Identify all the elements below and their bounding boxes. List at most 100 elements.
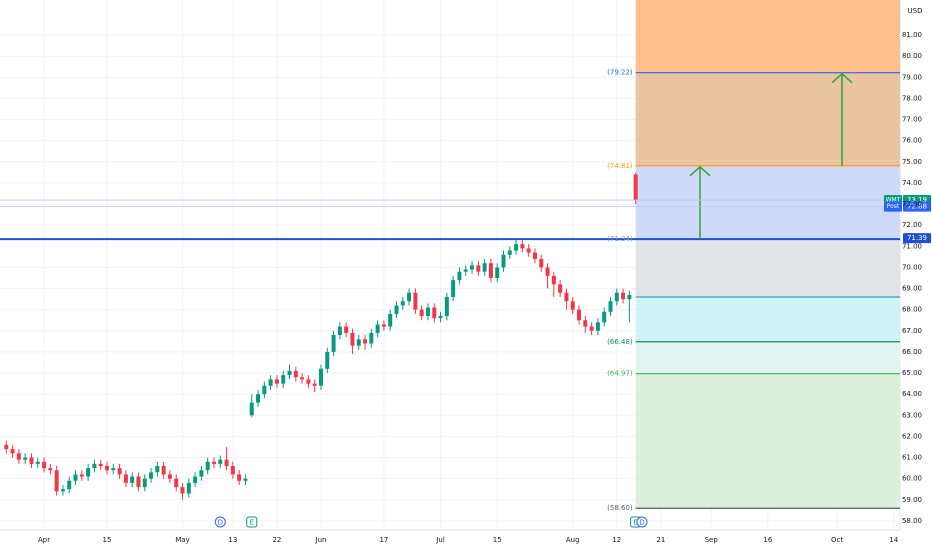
candle-body <box>425 307 430 317</box>
candle-body <box>287 370 292 376</box>
candle-body <box>306 379 311 384</box>
price-zone <box>635 341 900 374</box>
candle-body <box>142 478 147 488</box>
candle-body <box>356 339 361 346</box>
candle-body <box>325 351 330 369</box>
event-marker <box>636 516 648 528</box>
x-tick-label: Sep <box>705 536 719 544</box>
candle-body <box>432 307 437 319</box>
candle-body <box>104 465 109 471</box>
candle-body <box>318 368 323 386</box>
candle-body <box>67 480 72 490</box>
candle-body <box>174 478 179 488</box>
candle-body <box>438 316 443 319</box>
y-tick-label: 77.00 <box>902 116 922 124</box>
candle-body <box>526 248 531 253</box>
candle-body <box>193 476 198 483</box>
price-tag-value: 73.19 <box>907 196 927 204</box>
y-tick-label: 72.00 <box>902 221 922 229</box>
event-marker <box>246 516 258 528</box>
candle-body <box>73 474 78 481</box>
event-label: D <box>218 519 223 527</box>
candle-body <box>400 301 405 306</box>
event-label: E <box>633 519 637 527</box>
candle-body <box>111 468 116 471</box>
y-tick-label: 59.00 <box>902 496 922 504</box>
candle-body <box>16 453 21 460</box>
candle-body <box>281 375 286 384</box>
candle-body <box>602 311 607 323</box>
levels: (79.22) (74.81) (71.34) (66.48) (64.97) (58.6… <box>0 69 900 512</box>
candle-body <box>29 457 34 464</box>
y-tick-label: 80.00 <box>902 52 922 60</box>
candle-body <box>180 487 185 494</box>
candle-body <box>4 444 9 450</box>
candle-body <box>23 457 28 460</box>
candle-body <box>35 461 40 464</box>
candle-body <box>86 468 91 477</box>
price-tag-value: 72.88 <box>907 203 927 211</box>
candle-body <box>369 332 374 344</box>
level-label: (58.60) <box>607 504 633 512</box>
price-tag-box <box>903 233 931 244</box>
y-tick-label: 81.00 <box>902 31 922 39</box>
price-zone <box>635 239 900 298</box>
x-tick-label: Apr <box>38 536 50 544</box>
candle-body <box>627 294 632 300</box>
candle-body <box>218 459 223 464</box>
y-tick-label: 71.00 <box>902 242 922 250</box>
x-tick-label: 21 <box>656 536 665 544</box>
candle-body <box>539 258 544 268</box>
axes: 58.00 59.00 60.00 61.00 62.00 63.00 64.00 65.00… <box>38 31 922 544</box>
candle-body <box>344 326 349 333</box>
candle-body <box>98 463 103 466</box>
target-arrow <box>831 72 853 166</box>
candle-body <box>167 474 172 479</box>
candle-body <box>394 305 399 314</box>
x-tick-label: Jul <box>435 536 445 544</box>
candle-body <box>514 244 519 251</box>
price-tag-name: WMT <box>886 197 901 204</box>
candle-body <box>476 265 481 272</box>
candle-body <box>199 470 204 477</box>
price-tag-name: Post <box>887 203 900 210</box>
candle-body <box>256 394 261 403</box>
y-tick-label: 60.00 <box>902 475 922 483</box>
x-tick-label: 22 <box>272 536 281 544</box>
x-tick-label: 14 <box>889 536 898 544</box>
candle-body <box>312 383 317 386</box>
x-tick-label: Jun <box>315 536 327 544</box>
x-tick-label: Oct <box>831 536 843 544</box>
candle-body <box>621 292 626 300</box>
candle-body <box>186 482 191 494</box>
candle-body <box>482 263 487 272</box>
currency-label: USD <box>908 7 923 15</box>
level-label: (66.48) <box>607 338 633 346</box>
y-tick-label: 64.00 <box>902 390 922 398</box>
candle-body <box>10 449 15 454</box>
price-tag-box <box>903 201 931 212</box>
candle-body <box>495 267 500 278</box>
candle-body <box>451 280 456 298</box>
candle-body <box>149 472 154 479</box>
candle-body <box>419 309 424 317</box>
event-label: E <box>250 519 254 527</box>
price-zone <box>635 297 900 342</box>
candle-body <box>633 174 638 200</box>
x-tick-label: 15 <box>103 536 112 544</box>
candle-body <box>230 465 235 475</box>
candle-body <box>211 461 216 464</box>
y-tick-label: 58.00 <box>902 517 922 525</box>
price-zone <box>635 373 900 509</box>
candle-body <box>532 252 537 259</box>
candle-body <box>79 474 84 477</box>
y-tick-label: 66.00 <box>902 348 922 356</box>
candle-body <box>577 309 582 321</box>
y-tick-label: 63.00 <box>902 411 922 419</box>
candle-body <box>243 478 248 481</box>
x-tick-label: 13 <box>228 536 237 544</box>
target-arrow <box>689 165 711 240</box>
x-tick-label: 12 <box>612 536 621 544</box>
